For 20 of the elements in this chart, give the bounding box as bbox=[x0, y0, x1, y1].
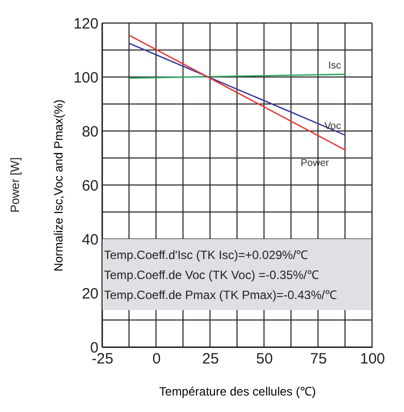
text: Power [W] bbox=[8, 157, 22, 213]
series-label: Voc bbox=[324, 121, 341, 132]
x-tick-label: 25 bbox=[202, 350, 219, 368]
y-tick-label: 20 bbox=[82, 286, 98, 302]
y-tick-label: 80 bbox=[82, 124, 98, 140]
y-tick-label: 60 bbox=[82, 178, 98, 194]
x-tick-label: 100 bbox=[360, 350, 386, 368]
y-tick-label: 120 bbox=[73, 16, 98, 32]
x-tick-label: 0 bbox=[152, 350, 161, 368]
y-axis-title: Normalize Isc,Voc and Pmax(%) bbox=[51, 99, 66, 272]
x-tick-label: 50 bbox=[256, 350, 273, 368]
annotation: Temp.Coeff.de Voc (TK Voc) =-0.35%/℃ bbox=[104, 268, 319, 282]
annotation: Temp.Coeff.de Pmax (TK Pmax)=-0.43%/℃ bbox=[104, 288, 337, 302]
annotation: Temp.Coeff.d'Isc (TK Isc)=+0.029%/℃ bbox=[104, 248, 308, 262]
series-label: Isc bbox=[328, 60, 341, 72]
y-tick-label: 100 bbox=[73, 70, 98, 86]
x-axis-title: Température des cellules (℃) bbox=[159, 384, 316, 398]
y-tick-label: 0 bbox=[90, 340, 98, 356]
x-tick-label: 75 bbox=[310, 350, 327, 368]
y-tick-label: 40 bbox=[82, 232, 98, 248]
